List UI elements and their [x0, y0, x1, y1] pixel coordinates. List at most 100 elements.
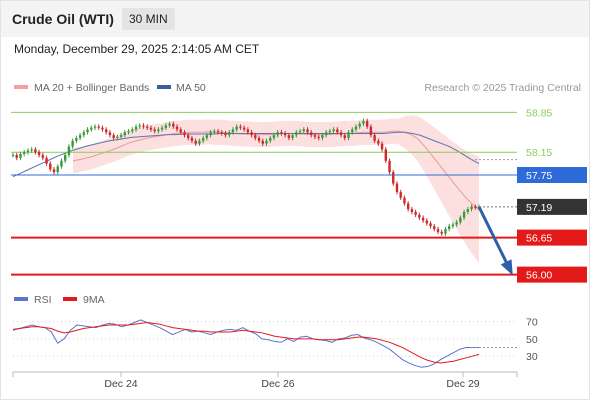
candle-body: [339, 132, 343, 136]
candle-body: [459, 217, 462, 223]
candle-body: [283, 133, 287, 136]
candle-body: [209, 132, 212, 136]
rsi-plot: RSI 9MA 70 50 30: [12, 294, 538, 368]
candle-body: [395, 183, 399, 193]
candle-body: [246, 129, 250, 133]
candle-body: [119, 135, 123, 137]
candle-body: [433, 226, 436, 230]
candle-body: [127, 131, 130, 133]
level-label-box-56.65: [517, 229, 587, 246]
candle-body: [265, 140, 268, 144]
candle-body: [388, 160, 391, 173]
candle-body: [90, 127, 93, 130]
x-axis: Dec 24 Dec 26 Dec 29: [12, 371, 518, 390]
candle-body: [369, 126, 373, 136]
candle-body: [447, 226, 451, 230]
candle-body: [310, 132, 313, 136]
ma20-line: [72, 130, 480, 211]
candle-body: [116, 136, 119, 138]
candle-body: [440, 231, 443, 234]
candle-body: [82, 132, 86, 136]
rsi-legend-swatch: [14, 297, 28, 301]
candle-body: [295, 132, 298, 136]
candle-body: [157, 129, 160, 132]
candle-body: [429, 223, 432, 227]
ma50-line: [12, 131, 480, 178]
candle-body: [377, 140, 380, 144]
candle-body: [183, 132, 186, 136]
candle-body: [231, 129, 235, 133]
candle-body: [392, 172, 395, 184]
candle-body: [190, 138, 194, 141]
candle-body: [332, 129, 335, 132]
candle-body: [123, 132, 127, 136]
level-label-56.65: 56.65: [526, 233, 552, 245]
candle-body: [134, 126, 138, 130]
candle-body: [63, 155, 67, 161]
candle-body: [60, 160, 63, 167]
candle-body: [436, 229, 440, 232]
candle-body: [403, 197, 406, 204]
level-label-58.85: 58.85: [526, 107, 552, 119]
candle-body: [49, 163, 52, 170]
candle-body: [78, 135, 82, 138]
candle-body: [93, 126, 97, 128]
candle-body: [19, 153, 22, 158]
candle-body: [317, 136, 320, 138]
ma50-legend-swatch: [157, 85, 171, 89]
level-label-box-56.00: [517, 266, 587, 283]
candle-body: [272, 135, 276, 138]
candle-body: [41, 155, 45, 158]
candle-body: [97, 126, 100, 128]
candle-body: [324, 132, 328, 136]
candle-body: [336, 129, 339, 133]
candle-body: [164, 125, 168, 128]
candle-body: [418, 214, 421, 218]
candle-body: [280, 132, 283, 134]
candle-body: [15, 155, 18, 158]
x-tick-label: Dec 24: [104, 378, 137, 390]
candle-body: [228, 132, 231, 136]
candle-body: [239, 126, 242, 128]
candle-body: [380, 143, 384, 150]
forecast-arrow-head: [500, 259, 513, 276]
level-label-56.00: 56.00: [526, 270, 552, 282]
candle-body: [354, 126, 358, 130]
header-bar: Crude Oil (WTI) 30 MIN: [1, 1, 589, 37]
candle-body: [105, 129, 108, 133]
candle-body: [261, 140, 264, 144]
timeframe-badge[interactable]: 30 MIN: [122, 8, 175, 30]
candle-body: [313, 135, 317, 137]
candle-body: [198, 140, 201, 144]
candle-body: [112, 135, 115, 138]
rsi-series-9MA: [12, 321, 480, 364]
candle-body: [451, 224, 455, 227]
level-label-58.15: 58.15: [526, 147, 552, 159]
candle-body: [153, 129, 156, 132]
candle-body: [351, 129, 354, 133]
candle-body: [321, 135, 324, 138]
candle-body: [399, 192, 402, 198]
candle-body: [269, 138, 272, 141]
candle-body: [101, 127, 104, 130]
ma9-legend-label: 9MA: [83, 294, 105, 306]
candle-body: [194, 140, 197, 144]
candle-body: [276, 132, 279, 136]
candle-body: [235, 126, 238, 130]
candle-body: [302, 129, 305, 132]
credit-text: Research © 2025 Trading Central: [424, 82, 581, 94]
level-label-57.75: 57.75: [526, 170, 552, 182]
candle-body: [216, 131, 220, 133]
candle-body: [474, 206, 477, 208]
candle-body: [175, 126, 179, 130]
candle-body: [250, 132, 253, 136]
candle-body: [213, 131, 216, 133]
candle-body: [414, 212, 417, 215]
candle-body: [142, 125, 145, 127]
candle-body: [179, 129, 182, 133]
candle-body: [384, 149, 387, 161]
candle-body: [168, 123, 171, 126]
candle-body: [373, 135, 376, 141]
candle-body: [328, 131, 332, 133]
